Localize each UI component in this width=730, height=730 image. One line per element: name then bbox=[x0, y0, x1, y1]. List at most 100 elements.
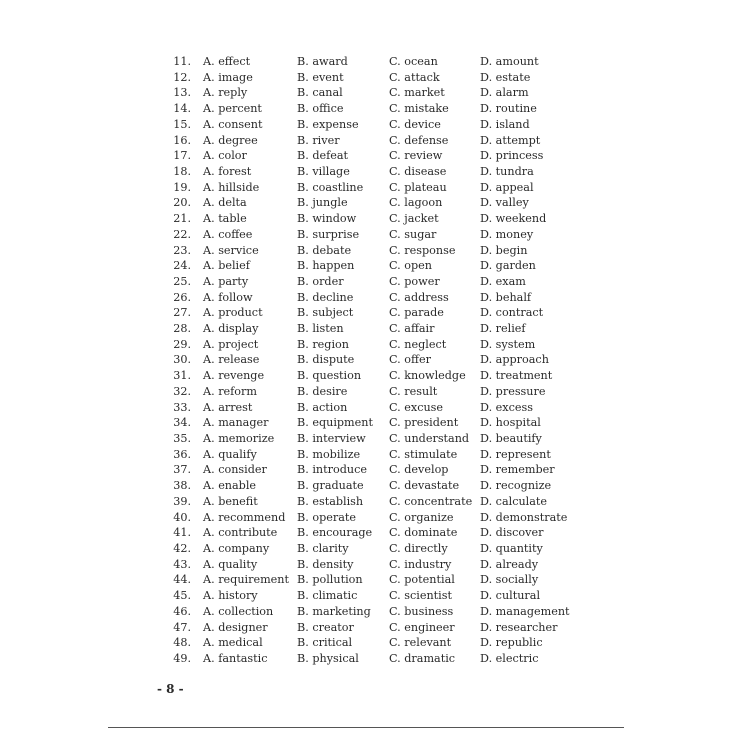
option-b: B. window bbox=[297, 212, 357, 226]
option-d: D. tundra bbox=[480, 164, 534, 178]
option-d: D. exam bbox=[480, 274, 526, 288]
option-a: A. qualify bbox=[203, 447, 257, 461]
option-c: C. offer bbox=[389, 353, 431, 367]
option-b: B. climatic bbox=[297, 589, 358, 603]
option-a: A. color bbox=[203, 149, 247, 163]
option-b: B. operate bbox=[297, 510, 356, 524]
question-number: 43. bbox=[173, 557, 191, 571]
question-number: 44. bbox=[173, 573, 191, 587]
option-c: C. mistake bbox=[389, 102, 449, 116]
option-c: C. business bbox=[389, 604, 454, 618]
option-d: D. money bbox=[480, 227, 534, 241]
option-d: D. princess bbox=[480, 149, 544, 163]
option-a: A. product bbox=[203, 306, 263, 320]
option-c: C. devastate bbox=[389, 479, 460, 493]
question-number: 36. bbox=[173, 447, 191, 461]
option-b: B. interview bbox=[297, 432, 366, 446]
option-b: B. coastline bbox=[297, 180, 364, 194]
option-c: C. parade bbox=[389, 306, 444, 320]
question-number: 39. bbox=[173, 494, 191, 508]
option-b: B. canal bbox=[297, 86, 343, 100]
option-b: B. listen bbox=[297, 322, 344, 336]
option-a: A. percent bbox=[203, 102, 262, 116]
option-a: A. image bbox=[203, 70, 253, 84]
question-number: 32. bbox=[173, 384, 191, 398]
option-a: A. revenge bbox=[203, 369, 265, 383]
option-b: B. subject bbox=[297, 306, 354, 320]
option-d: D. recognize bbox=[480, 479, 552, 493]
option-c: C. dramatic bbox=[389, 651, 456, 665]
option-a: A. quality bbox=[203, 557, 258, 571]
option-c: C. response bbox=[389, 243, 456, 257]
option-b: B. introduce bbox=[297, 463, 367, 477]
option-b: B. physical bbox=[297, 651, 359, 665]
option-d: D. attempt bbox=[480, 133, 541, 147]
question-number: 49. bbox=[173, 651, 191, 665]
question-number: 27. bbox=[173, 306, 191, 320]
option-a: A. effect bbox=[203, 55, 251, 68]
question-number: 33. bbox=[173, 400, 191, 414]
option-a: A. release bbox=[203, 353, 260, 367]
option-b: B. clarity bbox=[297, 542, 349, 555]
question-number: 11. bbox=[173, 55, 191, 68]
option-c: C. engineer bbox=[389, 620, 455, 634]
option-c: C. understand bbox=[389, 432, 470, 446]
option-b: B. happen bbox=[297, 259, 355, 273]
option-a: A. benefit bbox=[203, 494, 258, 508]
option-a: A. display bbox=[203, 322, 259, 336]
option-d: D. routine bbox=[480, 102, 537, 116]
question-number: 13. bbox=[173, 86, 191, 100]
question-number: 35. bbox=[173, 432, 191, 446]
option-b: B. award bbox=[297, 55, 348, 68]
question-number: 28. bbox=[173, 322, 191, 336]
option-c: C. scientist bbox=[389, 589, 452, 603]
option-d: D. pressure bbox=[480, 384, 546, 398]
option-a: A. collection bbox=[203, 604, 274, 618]
question-number: 42. bbox=[173, 542, 191, 555]
question-number: 23. bbox=[173, 243, 191, 257]
question-number: 45. bbox=[173, 589, 191, 603]
option-a: A. table bbox=[203, 212, 247, 226]
option-b: B. decline bbox=[297, 290, 354, 304]
option-d: D. weekend bbox=[480, 212, 547, 226]
option-d: D. quantity bbox=[480, 542, 543, 555]
option-a: A. service bbox=[203, 243, 259, 257]
option-c: C. plateau bbox=[389, 180, 447, 194]
option-a: A. party bbox=[203, 274, 249, 288]
option-c: C. result bbox=[389, 384, 438, 398]
option-b: B. creator bbox=[297, 620, 354, 634]
option-d: D. valley bbox=[480, 196, 529, 210]
option-c: C. relevant bbox=[389, 636, 452, 650]
question-number: 16. bbox=[173, 133, 191, 147]
option-c: C. dominate bbox=[389, 526, 458, 540]
option-d: D. approach bbox=[480, 353, 549, 367]
question-number: 41. bbox=[173, 526, 191, 540]
option-b: B. marketing bbox=[297, 604, 371, 618]
question-number: 17. bbox=[173, 149, 191, 163]
question-number: 47. bbox=[173, 620, 191, 634]
question-number: 12. bbox=[173, 70, 191, 84]
option-d: D. hospital bbox=[480, 416, 541, 430]
question-number: 20. bbox=[173, 196, 191, 210]
option-b: B. question bbox=[297, 369, 362, 383]
option-b: B. expense bbox=[297, 117, 359, 131]
option-c: C. potential bbox=[389, 573, 455, 587]
option-a: A. medical bbox=[203, 636, 263, 650]
footer-divider bbox=[108, 727, 624, 728]
option-d: D. management bbox=[480, 604, 570, 618]
option-a: A. reform bbox=[203, 384, 257, 398]
option-d: D. socially bbox=[480, 573, 539, 587]
option-a: A. fantastic bbox=[203, 651, 268, 665]
option-b: B. establish bbox=[297, 494, 364, 508]
question-number: 24. bbox=[173, 259, 191, 273]
option-b: B. defeat bbox=[297, 149, 349, 163]
option-b: B. debate bbox=[297, 243, 352, 257]
option-b: B. equipment bbox=[297, 416, 373, 430]
option-b: B. event bbox=[297, 70, 344, 84]
question-number: 26. bbox=[173, 290, 191, 304]
option-d: D. estate bbox=[480, 70, 531, 84]
question-number: 37. bbox=[173, 463, 191, 477]
option-c: C. stimulate bbox=[389, 447, 458, 461]
option-c: C. organize bbox=[389, 510, 454, 524]
option-c: C. president bbox=[389, 416, 459, 430]
